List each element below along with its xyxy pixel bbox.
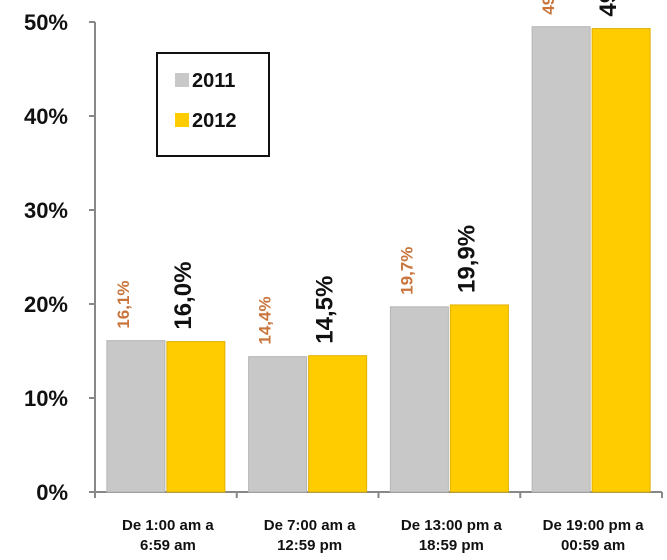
x-tick-label: De 1:00 am a 6:59 am — [122, 517, 214, 554]
x-tick-label: De 13:00 pm a 18:59 pm — [401, 517, 503, 554]
legend-box — [156, 52, 270, 157]
x-tick-label: De 19:00 pm a 00:59 am — [543, 517, 645, 554]
data-label-2011: 19,7% — [397, 247, 416, 295]
legend-swatch-2012 — [175, 113, 189, 127]
x-tick-label: De 7:00 am a 12:59 pm — [264, 517, 356, 554]
bar-2011 — [531, 26, 591, 493]
y-tick-label: 20% — [24, 292, 68, 317]
x-tick-label-line: De 7:00 am a — [264, 517, 356, 534]
bar-2012 — [449, 304, 509, 493]
legend-label-2012: 2012 — [192, 110, 237, 132]
data-label-2011: 14,4% — [256, 296, 275, 344]
bar-2011 — [248, 356, 308, 493]
x-tick-label-line: De 1:00 am a — [122, 517, 214, 534]
y-tick-label: 30% — [24, 198, 68, 223]
x-tick-label-line: 12:59 pm — [277, 537, 342, 554]
y-tick-label: 50% — [24, 10, 68, 35]
x-tick-label-line: 6:59 am — [140, 537, 196, 554]
x-tick-label-line: De 13:00 pm a — [401, 517, 503, 534]
x-tick-label-line: 18:59 pm — [419, 537, 484, 554]
data-label-2011: 49,5% — [539, 0, 558, 15]
bar-2012 — [166, 341, 226, 493]
data-label-2012: 16,0% — [170, 262, 197, 330]
bar-2012 — [308, 355, 368, 493]
bar-2012 — [591, 28, 651, 493]
legend-label-2011: 2011 — [192, 70, 235, 92]
data-label-2012: 49,3% — [595, 0, 622, 17]
y-tick-label: 10% — [24, 386, 68, 411]
y-tick-label: 0% — [36, 480, 68, 505]
bar-2011 — [389, 306, 449, 493]
x-tick-label-line: De 19:00 pm a — [543, 517, 645, 534]
data-label-2012: 19,9% — [453, 225, 480, 293]
data-label-2012: 14,5% — [312, 276, 339, 344]
x-tick-label-line: 00:59 am — [561, 537, 625, 554]
legend-swatch-2011 — [175, 73, 189, 87]
legend: 2011 2012 — [156, 52, 270, 157]
y-tick-label: 40% — [24, 104, 68, 129]
bar-2011 — [106, 340, 166, 493]
data-label-2011: 16,1% — [114, 280, 133, 328]
